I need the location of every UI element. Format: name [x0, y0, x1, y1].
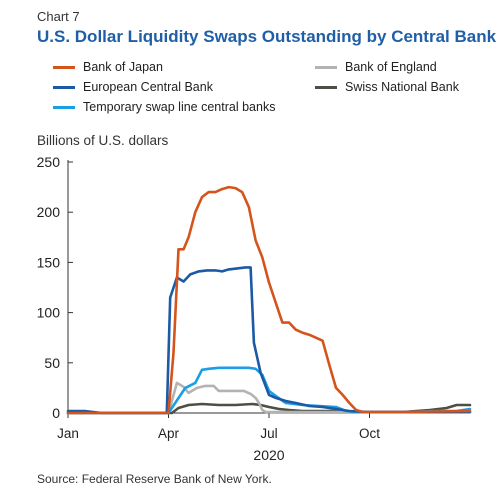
source-note: Source: Federal Reserve Bank of New York…: [37, 472, 272, 486]
legend-swatch: [315, 85, 337, 89]
chart-kicker: Chart 7: [37, 9, 80, 24]
legend-item-ecb: European Central Bank: [53, 80, 213, 94]
series-line: [66, 381, 472, 415]
legend-swatch: [53, 85, 75, 89]
x-axis-label: 2020: [253, 447, 284, 463]
legend-label: Temporary swap line central banks: [83, 100, 276, 114]
y-axis-label: Billions of U.S. dollars: [37, 133, 169, 148]
legend-item-boj: Bank of Japan: [53, 60, 163, 74]
series-line: [66, 185, 472, 415]
y-tick-label: 200: [37, 204, 61, 220]
y-tick-label: 100: [37, 305, 61, 321]
x-tick-label: Oct: [359, 426, 380, 441]
x-tick-label: Apr: [158, 426, 180, 441]
legend-label: Bank of Japan: [83, 60, 163, 74]
legend-label: Swiss National Bank: [345, 80, 459, 94]
chart-title: U.S. Dollar Liquidity Swaps Outstanding …: [37, 27, 497, 46]
legend-label: European Central Bank: [83, 80, 213, 94]
x-tick-label: Jul: [260, 426, 277, 441]
legend-swatch: [53, 65, 75, 69]
chart-legend: Bank of Japan European Central Bank Temp…: [37, 60, 477, 120]
legend-item-temporary: Temporary swap line central banks: [53, 100, 275, 114]
x-tick-label: Jan: [57, 426, 79, 441]
legend-swatch: [315, 65, 337, 69]
legend-swatch: [53, 105, 75, 109]
y-tick-label: 250: [37, 154, 61, 170]
legend-label: Bank of England: [345, 60, 437, 74]
y-tick-label: 50: [44, 355, 60, 371]
y-tick-label: 150: [37, 254, 61, 270]
legend-item-snb: Swiss National Bank: [315, 80, 459, 94]
series-line: [66, 266, 472, 415]
legend-item-boe: Bank of England: [315, 60, 437, 74]
y-tick-label: 0: [52, 405, 60, 421]
